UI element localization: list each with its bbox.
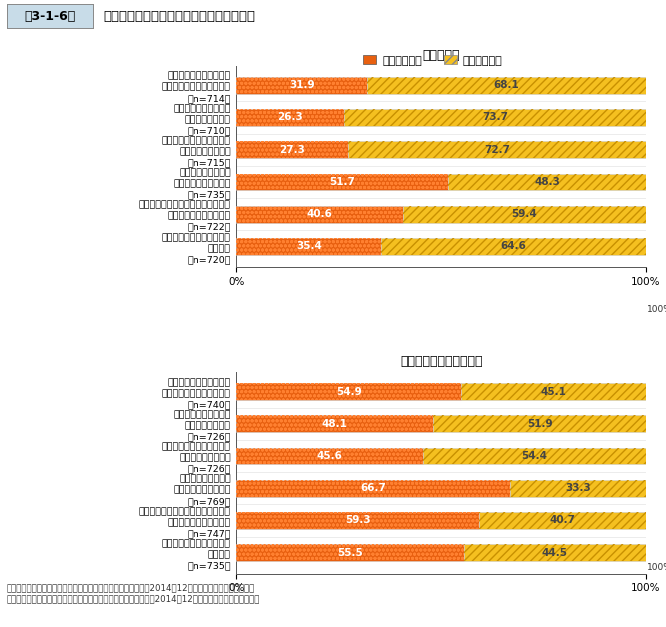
Bar xyxy=(236,512,480,529)
Text: 54.4: 54.4 xyxy=(521,451,547,461)
Text: 45.1: 45.1 xyxy=(541,386,567,396)
Bar xyxy=(236,544,464,561)
Bar xyxy=(236,480,509,497)
Bar xyxy=(236,448,423,465)
Bar xyxy=(236,174,448,191)
Bar xyxy=(448,174,646,191)
Legend: 関与経験有り, 関与経験無し: 関与経験有り, 関与経験無し xyxy=(359,51,507,70)
Text: 59.4: 59.4 xyxy=(511,209,537,219)
Title: （市町村）: （市町村） xyxy=(422,49,460,62)
Text: 27.3: 27.3 xyxy=(280,145,305,155)
Text: 100%: 100% xyxy=(647,305,666,314)
Text: 66.7: 66.7 xyxy=(360,483,386,493)
Text: 地域資源活用時の取組への関与経験の有無: 地域資源活用時の取組への関与経験の有無 xyxy=(103,10,255,23)
Bar xyxy=(382,238,646,255)
Bar xyxy=(434,415,646,432)
Bar xyxy=(462,383,646,400)
Bar xyxy=(367,76,646,93)
Text: 資料：中小企業庁委託「地域活性化への取組に関する調査」（2014年12月、ランドブレイン（株））: 資料：中小企業庁委託「地域活性化への取組に関する調査」（2014年12月、ランド… xyxy=(7,584,255,593)
Bar xyxy=(236,206,403,223)
Bar xyxy=(236,512,480,529)
Bar xyxy=(348,141,646,158)
Bar xyxy=(344,109,646,126)
Text: 44.5: 44.5 xyxy=(542,548,568,558)
Bar xyxy=(480,512,646,529)
Text: 73.7: 73.7 xyxy=(482,112,508,122)
Bar xyxy=(236,76,367,93)
Bar xyxy=(448,174,646,191)
Bar xyxy=(509,480,646,497)
Bar xyxy=(236,109,344,126)
Text: 31.9: 31.9 xyxy=(289,80,314,90)
Bar xyxy=(236,109,344,126)
Text: 51.7: 51.7 xyxy=(330,177,355,187)
Bar xyxy=(509,480,646,497)
Bar xyxy=(462,383,646,400)
Text: 48.3: 48.3 xyxy=(534,177,560,187)
Bar xyxy=(403,206,646,223)
Bar xyxy=(236,238,382,255)
Bar xyxy=(236,141,348,158)
Text: 59.3: 59.3 xyxy=(345,515,371,525)
Text: 40.7: 40.7 xyxy=(549,515,575,525)
Bar xyxy=(344,109,646,126)
Bar xyxy=(236,415,434,432)
Bar xyxy=(367,76,646,93)
Text: 68.1: 68.1 xyxy=(494,80,519,90)
Text: 55.5: 55.5 xyxy=(337,548,363,558)
Text: 26.3: 26.3 xyxy=(278,112,303,122)
Bar xyxy=(236,415,434,432)
Bar xyxy=(236,448,423,465)
Bar xyxy=(236,141,348,158)
Bar xyxy=(236,76,367,93)
Bar xyxy=(236,544,464,561)
Text: 48.1: 48.1 xyxy=(322,419,348,429)
Text: 54.9: 54.9 xyxy=(336,386,362,396)
Bar xyxy=(423,448,646,465)
Bar xyxy=(434,415,646,432)
Bar xyxy=(382,238,646,255)
Text: 100%: 100% xyxy=(647,564,666,572)
Bar xyxy=(236,174,448,191)
Text: 35.4: 35.4 xyxy=(296,241,322,251)
Text: 中小企業庁委託「地域中小企業への支援に関する調査」（2014年12月、ランドブレイン（株））: 中小企業庁委託「地域中小企業への支援に関する調査」（2014年12月、ランドブレ… xyxy=(7,594,260,603)
Bar xyxy=(236,383,462,400)
Bar xyxy=(348,141,646,158)
Text: 51.9: 51.9 xyxy=(527,419,553,429)
Text: 64.6: 64.6 xyxy=(501,241,527,251)
Bar xyxy=(403,206,646,223)
Title: （商工会・商工会議所）: （商工会・商工会議所） xyxy=(400,356,482,368)
Bar xyxy=(236,206,403,223)
Bar xyxy=(480,512,646,529)
Bar xyxy=(236,383,462,400)
Text: 第3-1-6図: 第3-1-6図 xyxy=(25,10,75,23)
Text: 45.6: 45.6 xyxy=(317,451,343,461)
Bar xyxy=(464,544,646,561)
Text: 40.6: 40.6 xyxy=(306,209,332,219)
Bar xyxy=(464,544,646,561)
Bar xyxy=(236,238,382,255)
Bar xyxy=(423,448,646,465)
Bar xyxy=(236,480,509,497)
Text: 72.7: 72.7 xyxy=(484,145,510,155)
Text: 33.3: 33.3 xyxy=(565,483,591,493)
